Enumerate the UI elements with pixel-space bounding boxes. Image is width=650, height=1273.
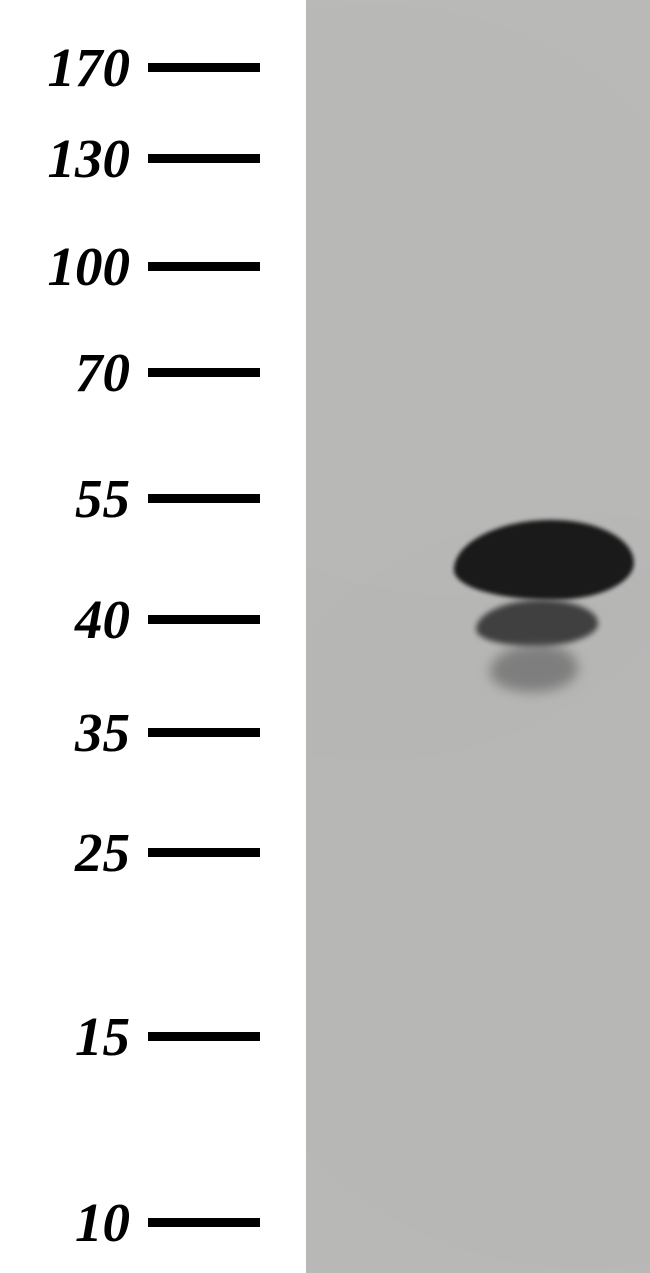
- mw-marker-label: 70: [0, 345, 148, 400]
- mw-marker-label: 15: [0, 1009, 148, 1064]
- mw-marker-55: 55: [0, 476, 260, 520]
- mw-marker-label: 10: [0, 1195, 148, 1250]
- mw-marker-tick: [148, 63, 260, 72]
- mw-marker-tick: [148, 494, 260, 503]
- blot-membrane-strip: [306, 0, 650, 1273]
- mw-marker-35: 35: [0, 710, 260, 754]
- mw-marker-tick: [148, 368, 260, 377]
- mw-marker-130: 130: [0, 136, 260, 180]
- mw-marker-tick: [148, 1032, 260, 1041]
- mw-marker-70: 70: [0, 350, 260, 394]
- protein-band-3: [490, 643, 579, 693]
- mw-marker-15: 15: [0, 1014, 260, 1058]
- mw-marker-170: 170: [0, 45, 260, 89]
- mw-marker-100: 100: [0, 244, 260, 288]
- mw-marker-tick: [148, 1218, 260, 1227]
- mw-marker-10: 10: [0, 1200, 260, 1244]
- protein-band-1: [453, 518, 634, 601]
- mw-marker-label: 100: [0, 239, 148, 294]
- mw-marker-label: 35: [0, 705, 148, 760]
- mw-marker-tick: [148, 262, 260, 271]
- mw-marker-label: 25: [0, 825, 148, 880]
- mw-marker-label: 55: [0, 471, 148, 526]
- mw-marker-label: 170: [0, 40, 148, 95]
- mw-marker-tick: [148, 615, 260, 624]
- western-blot-figure: 170 130 100 70 55 40 35 25 15 10: [0, 0, 650, 1273]
- mw-marker-tick: [148, 848, 260, 857]
- mw-marker-label: 40: [0, 592, 148, 647]
- mw-marker-tick: [148, 728, 260, 737]
- mw-marker-40: 40: [0, 597, 260, 641]
- molecular-weight-ladder: 170 130 100 70 55 40 35 25 15 10: [0, 0, 280, 1273]
- mw-marker-25: 25: [0, 830, 260, 874]
- mw-marker-label: 130: [0, 131, 148, 186]
- mw-marker-tick: [148, 154, 260, 163]
- protein-band-2: [475, 598, 599, 648]
